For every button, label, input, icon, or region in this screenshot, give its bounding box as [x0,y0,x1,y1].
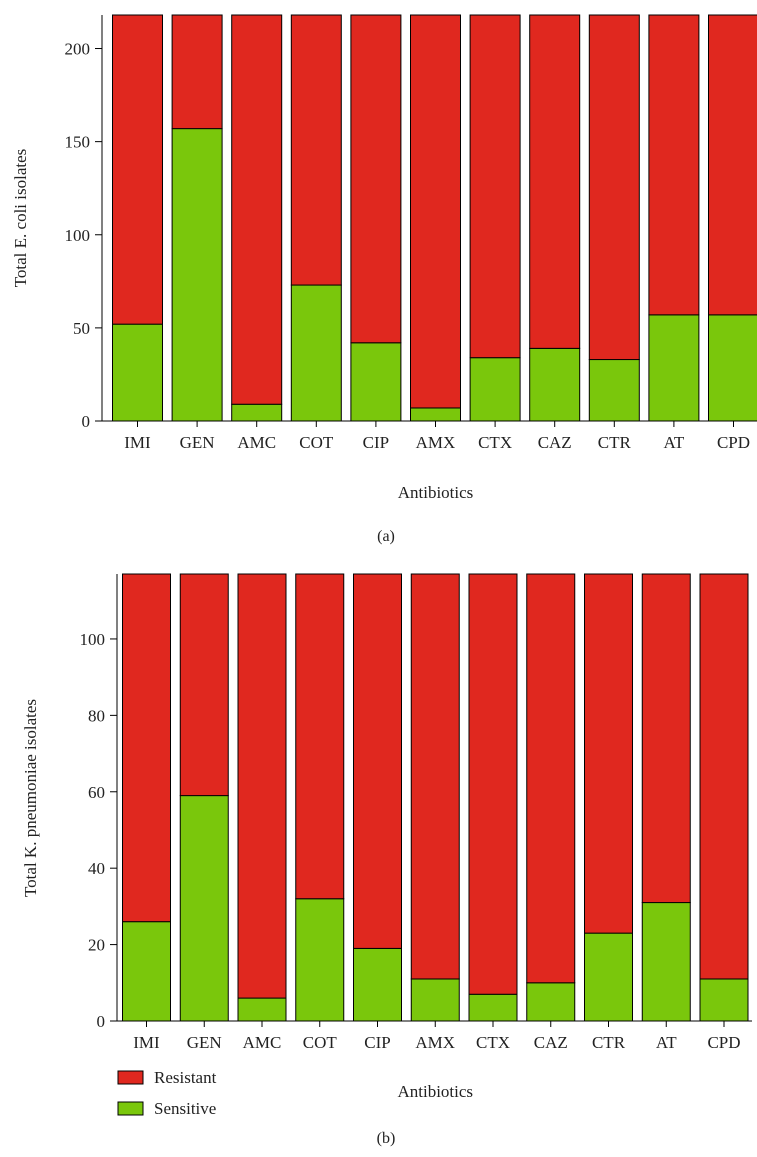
x-tick-label-ctr: CTR [592,1033,626,1052]
x-axis-title: Antibiotics [398,483,474,502]
bar-sensitive-caz [529,347,581,422]
bar-sensitive-cip [350,342,402,422]
bar-resistant-at [648,14,700,316]
bar-sensitive-at [648,314,700,422]
bar-resistant-imi [112,14,163,325]
bar-resistant-ctr [588,14,640,361]
bar-sensitive-caz [526,982,576,1022]
bar-resistant-gen [171,14,223,130]
bar-resistant-ctx [469,14,521,359]
y-tick-label: 0 [82,412,91,431]
x-tick-label-amc: AMC [243,1033,282,1052]
bar-resistant-cpd [708,14,757,316]
bar-resistant-cip [350,14,402,344]
x-tick-label-imi: IMI [124,433,151,452]
bar-sensitive-imi [112,323,163,422]
x-tick-label-cip: CIP [364,1033,390,1052]
bar-resistant-cpd [699,573,749,980]
bar-sensitive-cot [295,898,345,1022]
x-tick-label-ctx: CTX [476,1033,510,1052]
legend-label-sensitive: Sensitive [154,1099,216,1118]
legend: Resistant Sensitive [117,1068,217,1118]
bar-resistant-imi [122,573,171,923]
bar-sensitive-amc [231,403,283,422]
y-tick-label: 100 [80,630,106,649]
legend-swatch-sensitive [117,1101,144,1116]
x-tick-label-ctr: CTR [598,433,632,452]
panel-label: (a) [377,528,395,545]
y-tick-label: 50 [73,319,90,338]
bar-resistant-amc [231,14,283,405]
chart-panel-a: IMI GEN AMC COT CIP AMX CTX CAZ CTR AT CPD 0 50 100 15… [11,14,757,545]
y-tick-label: 100 [65,226,91,245]
x-tick-label-at: AT [664,433,685,452]
bar-resistant-cot [290,14,342,286]
bar-resistant-ctx [468,573,518,995]
bar-sensitive-cip [353,947,402,1022]
x-tick-label-amx: AMX [416,433,456,452]
bar-resistant-amc [237,573,287,999]
y-tick-label: 60 [88,783,105,802]
y-tick-label: 0 [97,1012,106,1031]
legend-swatch-resistant [117,1070,144,1085]
bar-sensitive-gen [171,128,223,422]
x-tick-label-cip: CIP [363,433,389,452]
y-tick-label: 80 [88,706,105,725]
x-tick-label-gen: GEN [180,433,215,452]
bar-sensitive-ctx [468,993,518,1022]
y-tick-label: 200 [65,40,91,59]
panel-label: (b) [377,1130,396,1147]
y-axis-title: Total K. pneumoniae isolates [21,699,40,897]
bar-sensitive-amc [237,997,287,1022]
x-tick-label-amx: AMX [415,1033,455,1052]
bar-resistant-cot [295,573,345,900]
x-tick-label-cot: COT [303,1033,338,1052]
bar-sensitive-amx [410,407,461,422]
x-tick-label-at: AT [656,1033,677,1052]
x-tick-label-caz: CAZ [538,433,572,452]
chart-panel-b: IMI GEN AMC COT CIP AMX CTX CAZ CTR AT CPD 0 20 40 60 8… [21,573,752,1147]
x-tick-label-cpd: CPD [717,433,750,452]
bar-sensitive-at [641,902,691,1022]
x-tick-label-cot: COT [299,433,334,452]
x-tick-label-imi: IMI [133,1033,160,1052]
bar-sensitive-ctr [584,932,633,1022]
bar-sensitive-cpd [708,314,757,422]
bar-sensitive-amx [410,978,460,1022]
x-tick-label-gen: GEN [187,1033,222,1052]
bar-resistant-gen [179,573,229,797]
y-axis-title: Total E. coli isolates [11,149,30,288]
bar-sensitive-ctr [588,359,640,422]
y-tick-label: 150 [65,133,91,152]
x-tick-label-caz: CAZ [534,1033,568,1052]
bar-resistant-at [641,573,691,904]
y-tick-label: 40 [88,859,105,878]
bar-sensitive-ctx [469,357,521,422]
bar-resistant-amx [410,14,461,409]
bar-sensitive-gen [179,795,229,1022]
x-axis-title: Antibiotics [397,1082,473,1101]
legend-label-resistant: Resistant [154,1068,217,1087]
bar-resistant-cip [353,573,402,949]
x-tick-label-cpd: CPD [707,1033,740,1052]
bar-resistant-amx [410,573,460,980]
bar-resistant-ctr [584,573,633,934]
y-tick-label: 20 [88,936,105,955]
bar-sensitive-cpd [699,978,749,1022]
bar-sensitive-cot [290,284,342,422]
x-tick-label-amc: AMC [237,433,276,452]
bar-resistant-caz [529,14,581,349]
x-tick-label-ctx: CTX [478,433,512,452]
bar-resistant-caz [526,573,576,984]
bar-sensitive-imi [122,921,171,1022]
